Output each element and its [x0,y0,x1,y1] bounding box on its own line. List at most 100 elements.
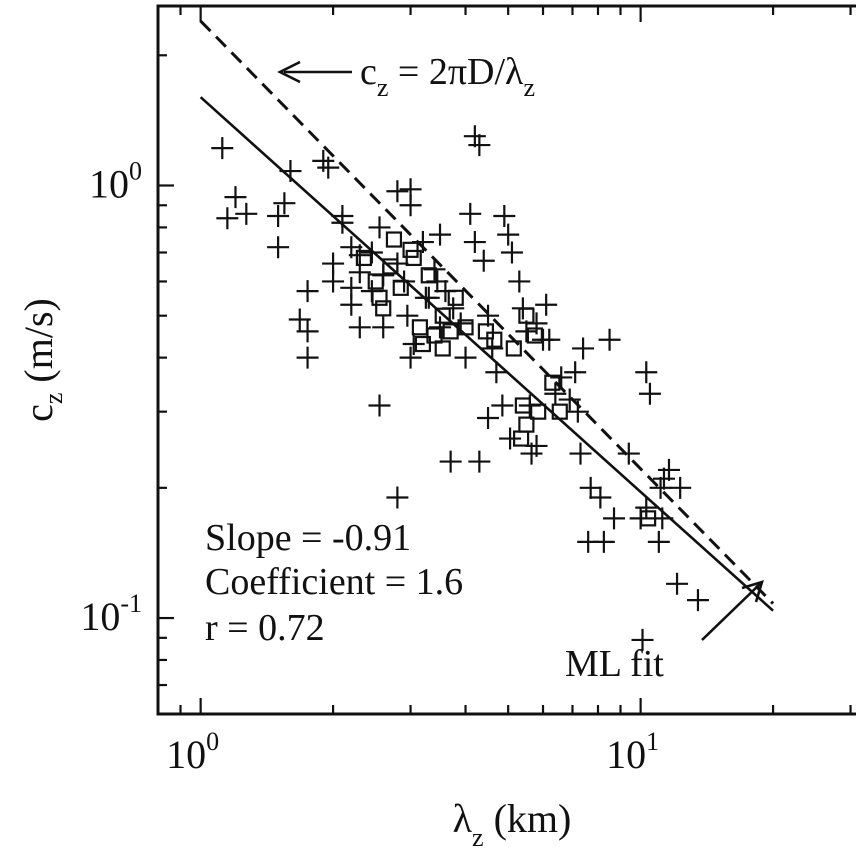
plus-marker [368,216,391,239]
stat-coefficient: Coefficient = 1.6 [205,561,463,603]
plus-marker [550,366,573,389]
plus-marker [296,280,319,303]
plus-marker [296,320,319,343]
plus-marker [497,223,520,246]
square-marker [544,374,561,391]
data-points [211,125,709,651]
plus-marker [617,442,640,465]
square-marker [434,340,451,357]
x-axis-title-sub: z [472,823,484,852]
plus-marker [459,202,482,225]
theory-label: cz = 2πD/λz [360,51,535,102]
tick-labels: 100 101 100 10-1 [80,156,659,777]
plus-marker [652,467,675,490]
x-tick-label: 101 [606,727,659,777]
plus-marker [235,202,258,225]
x-axis-title-main: λ [453,796,473,841]
plus-marker [331,211,354,234]
plus-marker [463,231,486,254]
ml-fit-line [199,96,774,612]
stat-r: r = 0.72 [205,607,325,649]
square-marker [486,331,503,348]
plus-marker [429,316,452,339]
square-marker [402,241,419,258]
plus-marker [566,400,589,423]
plus-marker [279,160,302,183]
plus-marker [493,205,516,228]
plus-marker [477,304,500,327]
square-marker [518,307,535,324]
square-marker [414,335,431,353]
plus-marker [669,476,692,499]
plus-marker [666,572,689,595]
stat-slope: Slope = -0.91 [205,517,411,559]
plus-marker [635,361,658,384]
square-marker [514,397,531,414]
y-axis-title-main: c [16,404,61,422]
plus-marker [348,316,371,339]
square-marker [505,340,522,357]
plus-marker [224,186,247,209]
plus-marker [399,194,422,217]
plus-marker [386,180,409,203]
plus-marker [481,337,504,360]
square-marker [513,430,530,447]
theory-line [199,19,775,605]
theory-arrow-head [277,60,301,84]
plus-marker [491,394,514,417]
plus-marker [288,308,311,331]
plus-marker [635,496,658,519]
plus-marker [386,486,409,509]
plus-marker [572,337,595,360]
plus-marker [485,361,508,384]
plus-marker [402,333,425,356]
y-axis-title: cz (m/s) [16,298,68,422]
square-marker [457,319,474,336]
square-marker [355,249,373,267]
plus-marker [577,530,600,553]
plus-marker [598,328,621,351]
plus-marker [477,407,500,430]
plus-marker [454,346,477,369]
plus-marker [417,286,440,309]
plus-marker [273,192,296,215]
square-marker [367,273,384,290]
plus-marker [558,388,581,411]
plus-marker [468,450,491,473]
square-marker [551,403,568,420]
plus-marker [638,382,661,405]
axis-ticks [156,6,852,716]
square-marker [434,307,451,324]
plus-marker [544,382,567,405]
square-marker [411,319,428,336]
plus-marker [472,249,495,272]
plus-marker [500,241,523,264]
fit-arrow-shaft [701,583,761,641]
plus-marker [267,236,290,259]
plus-marker [211,137,234,160]
plus-marker [499,427,522,450]
theory-annotation: cz = 2πD/λz [277,51,535,102]
fit-annotation: ML fit [565,580,764,685]
square-marker [392,279,409,296]
plus-marker [396,304,419,327]
plus-marker [535,293,558,316]
plus-marker [463,125,486,148]
square-marker [382,258,399,275]
plus-marker [399,346,422,369]
square-marker [420,267,437,284]
y-axis-title-unit: (m/s) [16,298,61,392]
plus-marker [579,476,602,499]
y-axis-title-sub: z [39,393,68,405]
plus-marker [589,486,612,509]
plus-marker [647,530,670,553]
square-marker [477,323,495,340]
plus-marker [340,293,363,316]
square-marker [375,300,392,317]
square-marker [371,289,388,306]
square-marker [385,231,403,248]
y-tick-label: 10-1 [80,589,142,639]
x-axis-title: λz (km) [453,796,572,852]
x-tick-label: 100 [166,727,219,777]
